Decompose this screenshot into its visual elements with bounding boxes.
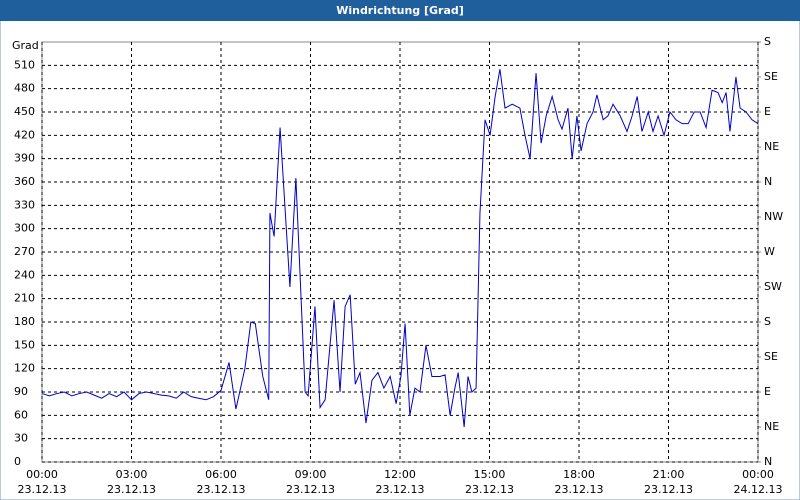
- y-tick-label: 330: [14, 198, 35, 211]
- x-tick-label: 03:00: [116, 468, 148, 481]
- y-tick-label: 390: [14, 152, 35, 165]
- y-axis-label: Grad: [12, 39, 39, 52]
- y-tick-label: 240: [14, 268, 35, 281]
- x-tick-label: 21:00: [653, 468, 685, 481]
- x-tick-date: 23.12.13: [555, 483, 604, 496]
- y2-tick-label: N: [764, 175, 772, 188]
- y-tick-label: 30: [14, 432, 28, 445]
- y-tick-label: 300: [14, 222, 35, 235]
- y-tick-label: 480: [14, 82, 35, 95]
- x-tick-label: 12:00: [384, 468, 416, 481]
- x-tick-date: 23.12.13: [197, 483, 246, 496]
- x-tick-date: 23.12.13: [465, 483, 514, 496]
- y2-tick-label: SE: [764, 70, 778, 83]
- chart-title: Windrichtung [Grad]: [336, 4, 464, 17]
- x-tick-label: 15:00: [474, 468, 506, 481]
- x-tick-label: 06:00: [205, 468, 237, 481]
- y2-tick-label: NE: [764, 420, 779, 433]
- x-tick-label: 09:00: [295, 468, 327, 481]
- y2-tick-label: W: [764, 245, 775, 258]
- y-tick-label: 360: [14, 175, 35, 188]
- y2-tick-label: SE: [764, 350, 778, 363]
- y2-tick-label: N: [764, 455, 772, 468]
- y-tick-label: 60: [14, 408, 28, 421]
- y2-tick-label: NE: [764, 140, 779, 153]
- y-tick-label: 420: [14, 128, 35, 141]
- y2-tick-label: E: [764, 105, 771, 118]
- y-tick-label: 0: [14, 455, 21, 468]
- y2-tick-label: E: [764, 385, 771, 398]
- x-tick-label: 18:00: [563, 468, 595, 481]
- x-tick-label: 00:00: [742, 468, 774, 481]
- y-tick-label: 510: [14, 58, 35, 71]
- x-tick-date: 23.12.13: [376, 483, 425, 496]
- y-tick-label: 210: [14, 292, 35, 305]
- x-tick-date: 23.12.13: [107, 483, 156, 496]
- y-tick-label: 270: [14, 245, 35, 258]
- y-tick-label: 180: [14, 315, 35, 328]
- data-line: [41, 69, 759, 428]
- x-tick-label: 00:00: [26, 468, 58, 481]
- y2-tick-label: NW: [764, 210, 783, 223]
- title-bar: [0, 0, 800, 21]
- y2-tick-label: SW: [764, 280, 782, 293]
- x-tick-date: 23.12.13: [18, 483, 67, 496]
- x-tick-date: 24.12.13: [734, 483, 783, 496]
- y2-tick-label: S: [764, 35, 771, 48]
- y-tick-label: 150: [14, 338, 35, 351]
- y2-tick-label: S: [764, 315, 771, 328]
- x-tick-date: 23.12.13: [644, 483, 693, 496]
- y-tick-label: 450: [14, 105, 35, 118]
- x-tick-date: 23.12.13: [286, 483, 335, 496]
- y-tick-label: 120: [14, 362, 35, 375]
- y-tick-label: 90: [14, 385, 28, 398]
